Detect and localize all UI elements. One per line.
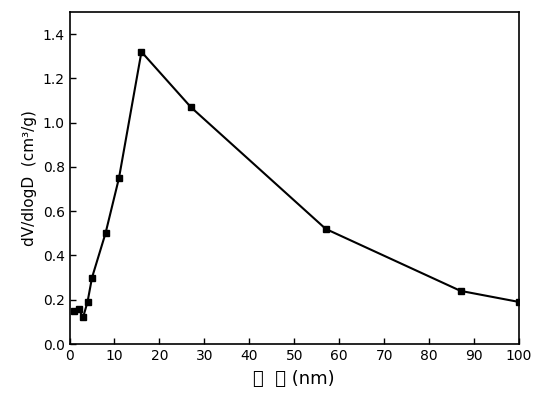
Y-axis label: dV/dlogD  (cm³/g): dV/dlogD (cm³/g) (22, 110, 37, 246)
X-axis label: 孔  径 (nm): 孔 径 (nm) (254, 370, 335, 388)
